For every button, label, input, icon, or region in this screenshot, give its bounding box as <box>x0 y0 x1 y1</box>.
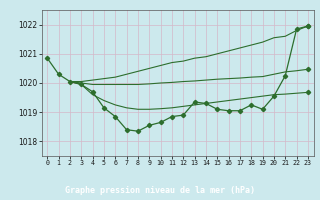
Text: Graphe pression niveau de la mer (hPa): Graphe pression niveau de la mer (hPa) <box>65 186 255 195</box>
